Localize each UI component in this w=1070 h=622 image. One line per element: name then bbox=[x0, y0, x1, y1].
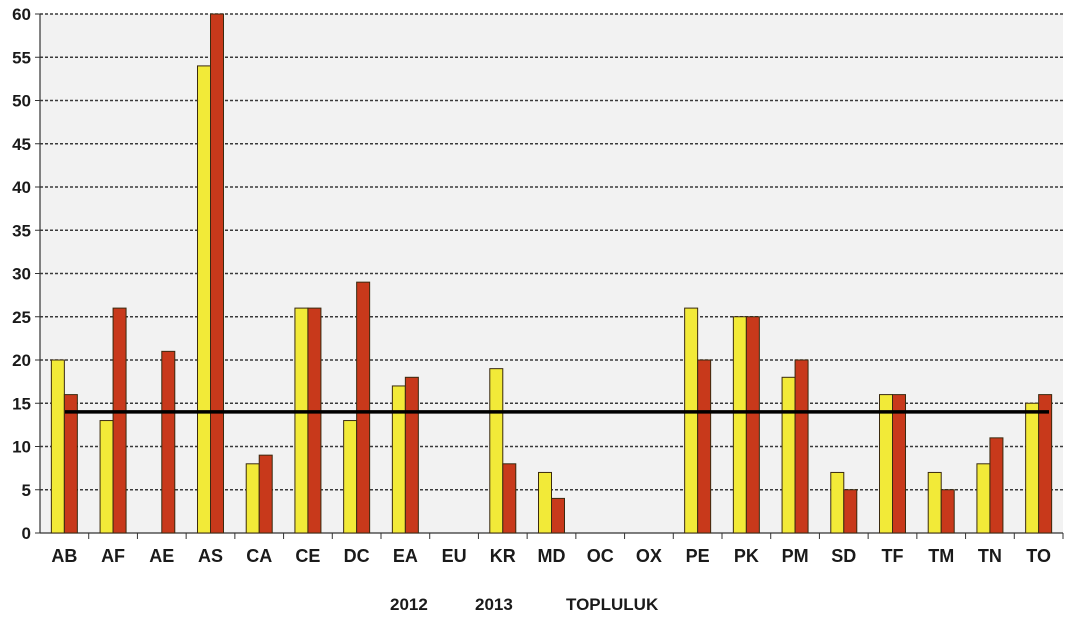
x-tick-label: CE bbox=[295, 546, 320, 566]
bar-2012-AB bbox=[50, 359, 65, 534]
bar-2013-AE bbox=[161, 350, 176, 534]
bar-2012-TO bbox=[1025, 402, 1040, 534]
y-tick-label: 35 bbox=[12, 221, 31, 240]
x-tick-label: KR bbox=[490, 546, 516, 566]
y-tick-label: 30 bbox=[12, 265, 31, 284]
x-tick-label: TN bbox=[978, 546, 1002, 566]
bar-2013-CA bbox=[258, 454, 273, 534]
x-tick-label: TF bbox=[882, 546, 904, 566]
x-tick-label: SD bbox=[831, 546, 856, 566]
x-tick-label: AE bbox=[149, 546, 174, 566]
y-tick-label: 45 bbox=[12, 135, 31, 154]
x-tick-label: CA bbox=[246, 546, 272, 566]
x-tick-label: AS bbox=[198, 546, 223, 566]
x-tick-label: TM bbox=[928, 546, 954, 566]
x-tick-label: TO bbox=[1026, 546, 1051, 566]
y-tick-label: 25 bbox=[12, 308, 31, 327]
bar-2012-DC bbox=[343, 420, 358, 534]
bar-2013-MD bbox=[551, 497, 565, 534]
plot-area bbox=[40, 13, 1063, 533]
bar-2013-EA bbox=[404, 376, 419, 534]
y-tick-label: 15 bbox=[12, 394, 31, 413]
y-tick-label: 40 bbox=[12, 178, 31, 197]
bar-2013-TM bbox=[940, 489, 955, 534]
y-tick-label: 0 bbox=[22, 524, 31, 543]
bar-2012-AS bbox=[197, 65, 211, 534]
x-tick-label: PE bbox=[686, 546, 710, 566]
y-tick-label: 55 bbox=[12, 48, 31, 67]
bars bbox=[50, 13, 1053, 534]
bar-2013-AB bbox=[63, 394, 78, 534]
bar-2013-TF bbox=[892, 394, 906, 534]
bar-2013-CE bbox=[307, 307, 322, 534]
bar-2012-PK bbox=[732, 316, 747, 534]
x-tick-label: DC bbox=[344, 546, 370, 566]
bar-2013-PK bbox=[745, 316, 760, 534]
bar-2013-KR bbox=[502, 463, 517, 534]
bar-2012-EA bbox=[391, 385, 406, 534]
bar-2013-DC bbox=[356, 281, 371, 534]
y-tick-label: 5 bbox=[22, 481, 31, 500]
bar-chart: 0 5 10 15 20 25 30 35 40 45 50 55 60 AB AF AE AS CA CE DC E… bbox=[12, 5, 1064, 566]
y-axis: 0 5 10 15 20 25 30 35 40 45 50 55 60 bbox=[12, 5, 1063, 543]
bar-2013-AF bbox=[112, 307, 127, 534]
y-tick-label: 50 bbox=[12, 92, 31, 111]
bar-2012-TM bbox=[927, 471, 942, 534]
x-tick-label: PM bbox=[782, 546, 809, 566]
bar-2012-CE bbox=[294, 307, 309, 534]
bar-2012-CA bbox=[245, 463, 260, 534]
bar-2012-TF bbox=[879, 394, 893, 534]
legend-item-2012: 2012 bbox=[390, 595, 428, 614]
x-tick-label: EU bbox=[442, 546, 467, 566]
bar-2012-KR bbox=[489, 368, 504, 534]
bar-2013-AS bbox=[210, 13, 224, 534]
bar-2013-PE bbox=[697, 359, 712, 534]
x-tick-label: EA bbox=[393, 546, 418, 566]
bar-2013-TN bbox=[989, 437, 1004, 534]
x-axis: AB AF AE AS CA CE DC EA EU KR MD OC OX PE PK PM SD TF TM TN… bbox=[51, 533, 1064, 566]
bar-2013-TO bbox=[1038, 394, 1053, 534]
x-tick-label: AB bbox=[51, 546, 77, 566]
bar-2013-PM bbox=[794, 359, 809, 534]
y-tick-label: 60 bbox=[12, 5, 31, 24]
y-tick-label: 20 bbox=[12, 351, 31, 370]
bar-2012-AF bbox=[99, 420, 114, 534]
x-tick-label: AF bbox=[101, 546, 125, 566]
bar-2012-SD bbox=[830, 471, 845, 534]
bar-2013-SD bbox=[843, 489, 858, 534]
y-tick-label: 10 bbox=[12, 438, 31, 457]
bar-2012-TN bbox=[976, 463, 991, 534]
bar-2012-PE bbox=[684, 307, 699, 534]
legend: 2012 2013 TOPLULUK bbox=[0, 595, 1070, 619]
legend-item-topluluk: TOPLULUK bbox=[566, 595, 659, 614]
legend-item-2013: 2013 bbox=[475, 595, 513, 614]
bar-2012-PM bbox=[781, 376, 796, 534]
x-tick-label: OX bbox=[636, 546, 662, 566]
x-tick-label: OC bbox=[587, 546, 614, 566]
x-tick-label: MD bbox=[538, 546, 566, 566]
x-tick-label: PK bbox=[734, 546, 759, 566]
bar-2012-MD bbox=[538, 471, 552, 534]
